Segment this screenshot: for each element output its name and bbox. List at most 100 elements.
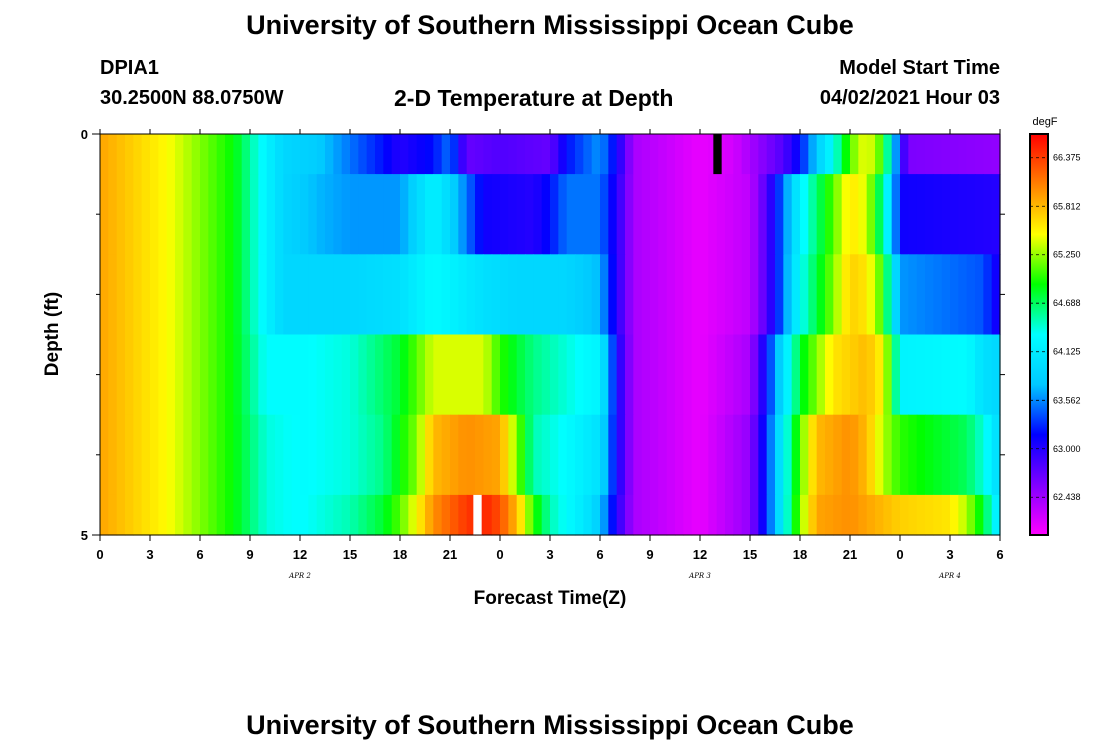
heatmap-cell [508, 414, 518, 496]
heatmap-cell [841, 414, 851, 496]
heatmap-cell [325, 494, 334, 536]
heatmap-cell [591, 134, 601, 175]
heatmap-cell [150, 254, 159, 336]
heatmap-cell [858, 334, 868, 416]
heatmap-cell [600, 494, 609, 536]
heatmap-cell [408, 174, 418, 255]
heatmap-cell [208, 494, 218, 536]
x-day-label: APR 2 [288, 572, 311, 580]
heatmap-cell [916, 254, 926, 336]
heatmap-cell [400, 414, 409, 496]
heatmap-cell [641, 334, 651, 416]
heatmap-cell [983, 174, 993, 255]
heatmap-cell [741, 334, 751, 416]
heatmap-cell [491, 414, 501, 496]
heatmap-cell [466, 134, 476, 175]
station-coordinates: 30.2500N 88.0750W [100, 87, 284, 109]
x-tick-label: 9 [646, 547, 653, 562]
heatmap-cell [575, 494, 584, 536]
heatmap-cell [391, 334, 401, 416]
heatmap-cell [458, 174, 468, 255]
heatmap-cell [850, 134, 859, 175]
heatmap-cell [416, 134, 426, 175]
heatmap-cell [850, 414, 859, 496]
heatmap-cell [458, 494, 468, 536]
heatmap-cell [950, 174, 959, 255]
heatmap-cell [491, 174, 501, 255]
heatmap-cell [725, 414, 734, 496]
heatmap-cell [916, 134, 926, 175]
heatmap-cell [291, 494, 301, 536]
heatmap-cell [566, 414, 576, 496]
heatmap-cells [100, 134, 1001, 536]
heatmap-cell [925, 494, 934, 536]
heatmap-cell [858, 414, 868, 496]
heatmap-cell [383, 414, 393, 496]
colorbar-tick-label: 64.688 [1053, 298, 1081, 308]
heatmap-cell [808, 494, 818, 536]
heatmap-cell [100, 334, 109, 416]
heatmap-cell [750, 494, 759, 536]
y-axis: 05 [81, 127, 1005, 543]
heatmap-cell [700, 334, 709, 416]
heatmap-cell [816, 334, 826, 416]
heatmap-cell [116, 334, 126, 416]
heatmap-cell [441, 254, 451, 336]
heatmap-cell [708, 174, 718, 255]
heatmap-cell [683, 254, 693, 336]
heatmap-cell [608, 414, 618, 496]
heatmap-cell [716, 254, 726, 336]
heatmap-cell [550, 494, 559, 536]
x-tick-label: 6 [996, 547, 1003, 562]
heatmap-cell [891, 494, 901, 536]
heatmap-cell [383, 494, 393, 536]
heatmap-cell [266, 174, 276, 255]
heatmap-cell [883, 334, 893, 416]
heatmap-cell [566, 334, 576, 416]
heatmap-cell [883, 134, 893, 175]
heatmap-cell [366, 134, 376, 175]
heatmap-cell [283, 134, 293, 175]
heatmap-cell [841, 254, 851, 336]
heatmap-cell [691, 254, 701, 336]
heatmap-cell [133, 134, 143, 175]
heatmap-cell [725, 334, 734, 416]
heatmap-cell [450, 134, 459, 175]
heatmap-cell [491, 254, 501, 336]
heatmap-cell [450, 334, 459, 416]
heatmap-cell [900, 494, 909, 536]
heatmap-cell [916, 174, 926, 255]
heatmap-cell [541, 334, 551, 416]
heatmap-cell [200, 494, 209, 536]
heatmap-cell [166, 334, 176, 416]
heatmap-cell [291, 254, 301, 336]
heatmap-cell [291, 334, 301, 416]
heatmap-cell [625, 254, 634, 336]
heatmap-cell [425, 334, 434, 416]
heatmap-cell [533, 414, 543, 496]
heatmap-cell [308, 254, 318, 336]
heatmap-cell [308, 494, 318, 536]
heatmap-cell [191, 174, 201, 255]
heatmap-cell [550, 174, 559, 255]
heatmap-cell [675, 134, 684, 175]
heatmap-cell [808, 254, 818, 336]
heatmap-cell [466, 414, 476, 496]
heatmap-cell [416, 334, 426, 416]
heatmap-cell [658, 414, 668, 496]
heatmap-cell [608, 174, 618, 255]
heatmap-cell [875, 174, 884, 255]
heatmap-cell [908, 254, 918, 336]
heatmap-cell [516, 334, 526, 416]
heatmap-cell [600, 254, 609, 336]
heatmap-cell [683, 494, 693, 536]
heatmap-cell [941, 414, 951, 496]
heatmap-cell [450, 494, 459, 536]
heatmap-cell [375, 334, 384, 416]
heatmap-cell [991, 334, 1001, 416]
heatmap-cell [941, 494, 951, 536]
heatmap-cell [508, 334, 518, 416]
heatmap-cell [375, 174, 384, 255]
x-day-label: APR 4 [938, 572, 961, 580]
heatmap-cell [216, 414, 226, 496]
